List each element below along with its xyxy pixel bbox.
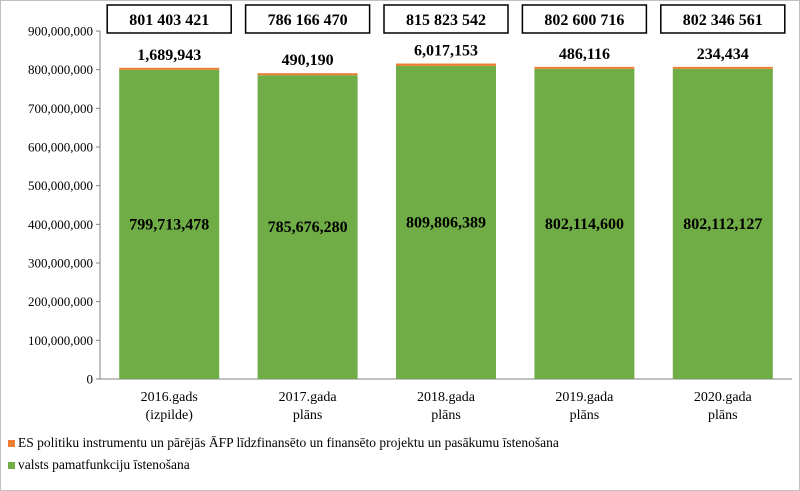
y-tick-label: 500,000,000	[28, 178, 93, 193]
total-box	[521, 4, 648, 34]
total-label: 786 166 470	[268, 12, 348, 29]
data-label-eu: 490,190	[282, 52, 334, 69]
total-box	[660, 4, 786, 34]
bar-segment-main	[396, 65, 496, 379]
bar-segment-main	[119, 69, 220, 379]
bar-segment-eu	[672, 66, 773, 69]
x-category-label: plāns	[708, 408, 738, 423]
y-tick-label: 0	[87, 372, 94, 387]
x-category-label: 2018.gada	[417, 390, 476, 405]
bar-segment-main	[672, 68, 773, 379]
legend-swatch	[8, 440, 15, 447]
x-axis: 2016.gads (izpilde) 2017.gada plāns 2018.gad…	[100, 378, 792, 423]
total-label: 801 403 421	[129, 12, 209, 29]
y-tick-label: 900,000,000	[28, 24, 93, 39]
bars	[119, 63, 773, 379]
x-category-label: plāns	[293, 408, 323, 423]
data-label-eu: 6,017,153	[414, 43, 478, 60]
x-category-label: 2016.gads	[141, 390, 198, 405]
x-category-label: 2017.gada	[279, 390, 338, 405]
y-tick-label: 700,000,000	[28, 101, 93, 116]
data-label-main: 809,806,389	[406, 214, 486, 231]
x-category-label: 2019.gada	[555, 390, 614, 405]
bar-segment-eu	[257, 73, 358, 76]
data-label-eu: 1,689,943	[137, 47, 201, 64]
data-label-main: 802,114,600	[545, 216, 624, 233]
y-tick-label: 200,000,000	[28, 294, 93, 309]
y-tick-label: 300,000,000	[28, 256, 93, 271]
total-label: 802 346 561	[683, 12, 763, 29]
x-category-label: 2020.gada	[694, 390, 753, 405]
data-label-eu: 486,116	[559, 46, 610, 63]
x-category-label: plāns	[570, 408, 600, 423]
total-label: 802 600 716	[544, 12, 624, 29]
bar-segment-main	[257, 75, 358, 379]
total-box	[106, 4, 232, 34]
data-label-main: 799,713,478	[129, 216, 209, 233]
total-box	[383, 4, 509, 34]
data-labels: 799,713,478 1,689,943 785,676,280 490,190 80…	[129, 43, 762, 237]
bar-segment-eu	[396, 63, 496, 66]
legend: ES politiku instrumentu un pārējās ĀFP l…	[8, 435, 559, 472]
legend-label: valsts pamatfunkciju īstenošana	[18, 457, 190, 472]
bar-segment-eu	[534, 66, 635, 69]
total-box	[244, 4, 371, 34]
x-category-label: (izpilde)	[145, 408, 193, 423]
y-tick-label: 600,000,000	[28, 140, 93, 155]
data-label-main: 802,112,127	[683, 216, 762, 233]
total-boxes: 801 403 421 786 166 470 815 823 542 802 600…	[106, 4, 786, 34]
data-label-main: 785,676,280	[268, 219, 348, 236]
bar-segment-main	[534, 68, 635, 379]
total-label: 815 823 542	[406, 12, 486, 29]
y-axis: 0 100,000,000 200,000,000 300,000,000 400,00…	[28, 24, 101, 387]
y-tick-label: 400,000,000	[28, 217, 93, 232]
x-category-label: plāns	[431, 408, 461, 423]
legend-label: ES politiku instrumentu un pārējās ĀFP l…	[18, 435, 559, 450]
data-label-eu: 234,434	[697, 46, 749, 63]
y-tick-label: 800,000,000	[28, 62, 93, 77]
legend-swatch	[8, 462, 15, 469]
bar-segment-eu	[119, 67, 220, 70]
y-tick-label: 100,000,000	[28, 333, 93, 348]
